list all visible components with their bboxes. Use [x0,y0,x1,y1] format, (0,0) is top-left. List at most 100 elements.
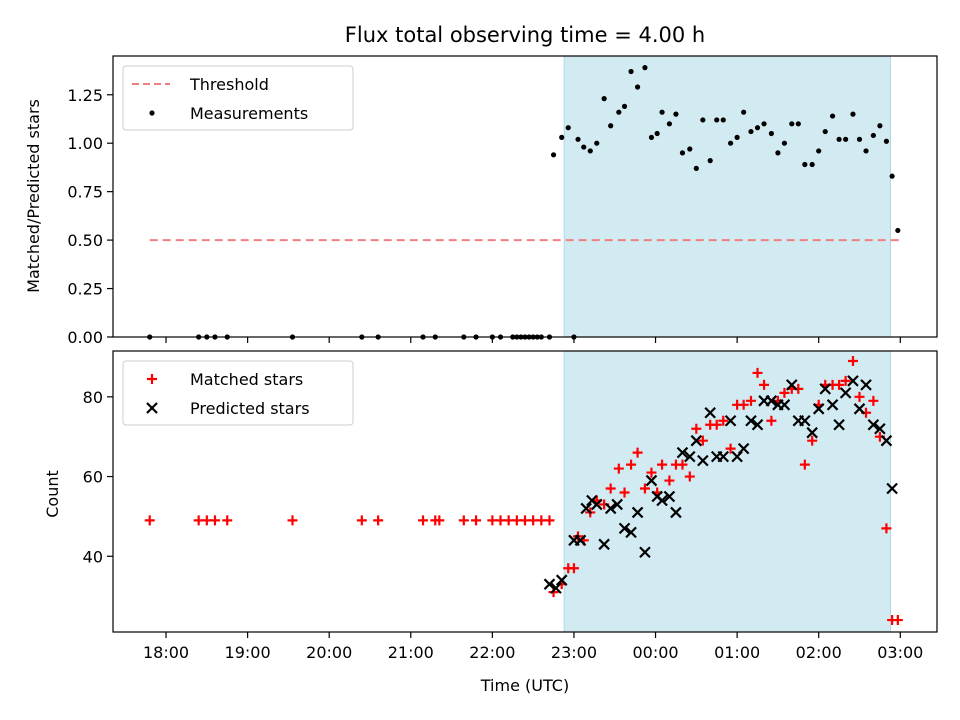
matched-star-point [619,487,630,498]
y-tick-label: 80 [83,388,103,407]
measurement-point [720,117,726,123]
measurement-point [850,111,856,117]
matched-star-point [745,395,756,406]
matched-star-point [725,443,736,454]
measurement-point [816,148,822,154]
matched-star-point [434,515,445,526]
matched-star-point [718,415,729,426]
measurement-point [634,84,641,90]
predicted-star-point [663,490,676,503]
measurement-point [781,140,788,146]
measurement-point [581,144,587,150]
matched-star-point [677,459,688,470]
matched-star-point [544,515,555,526]
matched-star-point [752,367,763,378]
matched-star-point [759,379,770,390]
y-tick-label: 0.25 [67,280,103,299]
matched-star-point [684,471,695,482]
predicted-star-point [737,442,750,455]
legend-marker [147,374,157,384]
predicted-star-point [697,454,709,467]
measurement-point [687,146,693,152]
predicted-star-point [591,498,603,511]
measurement-point [575,136,581,142]
legend-symbol [149,110,155,116]
measurement-point [889,173,895,179]
predicted-star-point [860,379,872,391]
legend-label: Predicted stars [190,399,310,418]
matched-star-point [664,475,675,486]
measurement-point [648,134,655,140]
y-tick-label: 1.00 [67,134,103,153]
legend-box [122,360,354,426]
predicted-star-point [833,418,845,431]
matched-star-point [605,483,616,494]
chart-title: Flux total observing time = 4.00 h [345,23,705,47]
measurement-point [642,65,648,71]
count-panel: 40 60 80 18:00 19:00 20:00 21:00 22:00 23:00 00:0… [83,350,938,662]
y-tick-label: 0.50 [67,231,103,250]
predicted-star-point [839,387,852,399]
matched-star-point [568,563,579,574]
measurement-point [734,134,740,140]
matched-star-point [373,515,384,526]
x-tick-label: 00:00 [632,643,678,662]
measurement-point [754,125,761,131]
x-tick-label: 02:00 [796,643,842,662]
ratio-panel: 0.00 0.25 0.50 0.75 1.00 1.25 Threshold Measure… [67,55,938,347]
predicted-star-point [684,450,696,463]
predicted-star-point [786,379,798,391]
measurement-point [621,103,628,109]
predicted-star-point [874,422,886,435]
legend-symbol [146,402,158,414]
matched-star-point [657,459,668,470]
matched-star-point [632,447,643,458]
measurement-point [895,227,901,234]
measurement-point [700,117,706,123]
predicted-star-point [751,418,764,431]
measurement-point [789,121,795,127]
predicted-star-point [867,418,880,431]
matched-star-point [626,459,637,470]
measurement-point [659,109,665,115]
matched-star-point [287,515,298,526]
x-tick-label: 03:00 [877,643,923,662]
measurement-point [836,136,842,142]
legend-label: Measurements [190,104,308,123]
predicted-star-point [656,494,668,507]
measurement-point [741,109,747,115]
predicted-star-point [847,375,859,387]
measurement-point [608,123,614,129]
measurement-point [707,158,713,164]
predicted-star-point [745,414,757,427]
predicted-star-point [799,414,811,427]
predicted-star-point [670,506,682,519]
measurement-point [628,68,634,75]
y-tick-label: 0.00 [67,328,103,347]
matched-star-point [356,515,367,526]
y-tick-label: 1.25 [67,86,103,105]
predicted-star-point [690,434,703,447]
predicted-star-point [604,502,617,515]
measurement-point [679,150,686,156]
measurement-point [550,152,557,158]
predicted-star-point [812,403,825,415]
measurement-point [883,138,890,144]
matched-star-point [779,387,790,398]
top-y-axis-label: Matched/Predicted stars [24,99,43,293]
x-tick-label: 22:00 [469,643,515,662]
predicted-star-point [580,502,592,515]
measurement-point [559,134,565,140]
measurement-point [822,128,828,135]
matched-star-point [144,515,155,526]
matched-star-point [799,459,810,470]
matched-star-point [471,515,482,526]
predicted-star-point [611,498,623,511]
predicted-star-point [543,578,556,590]
y-tick-label: 40 [83,547,103,566]
predicted-star-point [886,482,898,495]
observing-window-span [563,350,891,633]
x-axis-label: Time (UTC) [480,676,569,695]
predicted-star-point [853,403,866,415]
matched-star-point [222,515,233,526]
